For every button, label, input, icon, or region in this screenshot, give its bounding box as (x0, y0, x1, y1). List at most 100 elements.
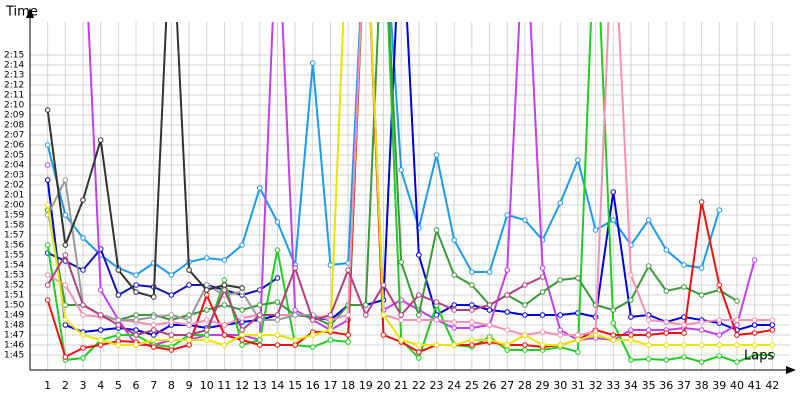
point (44, 242, 51, 248)
point (327, 337, 334, 343)
point (256, 342, 263, 348)
point (274, 312, 281, 318)
point (256, 312, 263, 318)
point (168, 337, 175, 343)
point (62, 317, 69, 323)
point (628, 314, 634, 320)
point (80, 235, 86, 241)
point (256, 317, 263, 323)
y-tick-label: 2:15 (4, 51, 24, 61)
series-line (46, 176, 313, 322)
point (221, 257, 228, 263)
x-tick-label: 2 (62, 379, 69, 392)
point (539, 265, 546, 271)
point (62, 252, 69, 258)
point (97, 137, 104, 143)
point (97, 337, 104, 343)
point (751, 352, 758, 358)
point (62, 212, 69, 218)
point (433, 299, 440, 305)
point (751, 342, 758, 348)
point (239, 332, 245, 338)
point (575, 349, 581, 355)
point (327, 312, 334, 318)
point (309, 60, 316, 66)
series-line (47, 22, 773, 337)
point (256, 185, 263, 191)
point (663, 319, 670, 325)
point (398, 317, 404, 323)
point (62, 322, 69, 328)
point (716, 317, 723, 323)
point (539, 329, 546, 335)
point (681, 330, 687, 336)
point (398, 259, 404, 265)
point (451, 307, 457, 313)
point (663, 330, 670, 336)
x-tick-label: 32 (589, 379, 603, 392)
y-tick-label: 1:55 (4, 251, 24, 261)
point (416, 252, 422, 258)
point (451, 237, 457, 243)
series-line (46, 22, 773, 347)
series-line (46, 22, 773, 359)
point (80, 332, 86, 338)
x-arrow (786, 366, 796, 374)
point (734, 342, 740, 348)
point (663, 342, 670, 348)
point (239, 307, 245, 313)
point (327, 262, 334, 268)
ticks: 1 2 3 4 5 6 7 8 9 10 11 12 13 14 15 16 17 18 19 20 21 22 23 24 2… (4, 51, 779, 393)
point (663, 247, 670, 253)
y-tick-label: 1:57 (4, 231, 24, 241)
x-tick-label: 29 (536, 379, 550, 392)
point (433, 317, 440, 323)
x-tick-label: 40 (730, 379, 744, 392)
point (522, 282, 528, 288)
point (557, 277, 564, 283)
x-tick-label: 20 (376, 379, 390, 392)
point (274, 219, 281, 225)
point (168, 319, 175, 325)
point (628, 357, 634, 363)
point (203, 332, 210, 338)
point (221, 322, 228, 328)
point (239, 242, 245, 248)
point (309, 344, 316, 350)
point (416, 292, 422, 298)
y-tick-label: 2:02 (4, 181, 24, 191)
point (698, 319, 705, 325)
point (416, 317, 422, 323)
point (150, 322, 157, 328)
x-tick-label: 22 (412, 379, 426, 392)
point (380, 282, 387, 288)
point (168, 347, 175, 353)
point (44, 107, 51, 113)
point (698, 359, 705, 365)
point (522, 302, 528, 308)
x-tick-label: 41 (748, 379, 762, 392)
point (557, 332, 564, 338)
x-tick-label: 24 (447, 379, 461, 392)
x-tick-label: 18 (341, 379, 355, 392)
point (239, 285, 245, 291)
point (150, 314, 157, 320)
point (150, 294, 157, 300)
point (97, 287, 104, 293)
point (522, 347, 528, 353)
point (186, 317, 192, 323)
point (186, 342, 192, 348)
point (168, 312, 175, 318)
y-tick-label: 1:53 (4, 271, 24, 281)
point (698, 292, 705, 298)
point (363, 312, 369, 318)
point (345, 332, 351, 338)
point (557, 327, 564, 333)
point (62, 242, 69, 248)
point (115, 292, 122, 298)
point (186, 322, 192, 328)
x-tick-label: 21 (394, 379, 408, 392)
point (168, 332, 175, 338)
point (557, 312, 564, 318)
